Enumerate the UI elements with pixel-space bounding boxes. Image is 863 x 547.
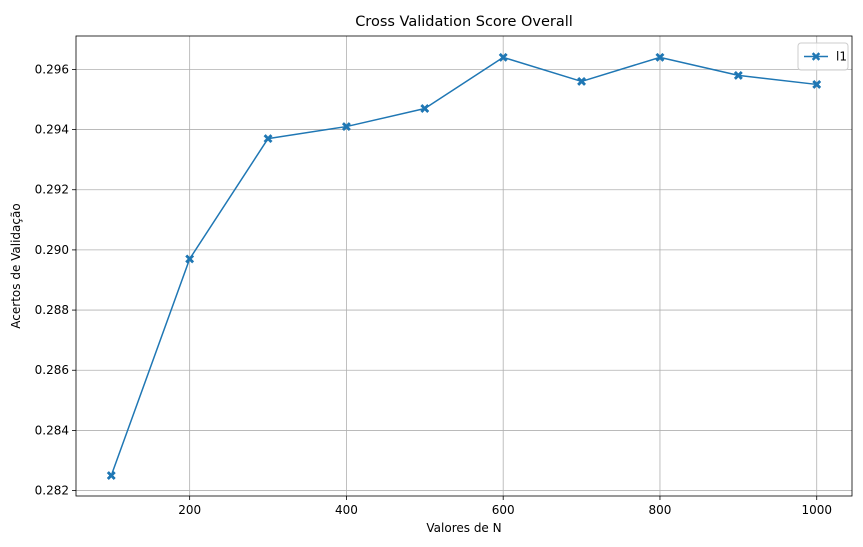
x-tick-label: 1000 xyxy=(801,503,832,517)
y-tick-label: 0.286 xyxy=(35,363,69,377)
data-point xyxy=(341,122,351,132)
x-tick-label: 800 xyxy=(649,503,672,517)
x-tick-label: 400 xyxy=(335,503,358,517)
y-tick-label: 0.288 xyxy=(35,303,69,317)
y-tick-label: 0.290 xyxy=(35,243,69,257)
axis-ticks: 200 400 600 800 1000 0.282 0.284 0.286 0.288 0.29… xyxy=(35,62,832,517)
data-point xyxy=(263,134,273,144)
series-layer xyxy=(106,52,822,481)
x-axis-label: Valores de N xyxy=(426,521,501,535)
y-axis-label: Acertos de Validação xyxy=(9,203,23,328)
grid xyxy=(76,36,852,496)
y-tick-label: 0.292 xyxy=(35,183,69,197)
data-point xyxy=(577,76,587,86)
legend-marker xyxy=(811,52,821,61)
y-tick-label: 0.296 xyxy=(35,62,69,76)
y-tick-label: 0.294 xyxy=(35,123,69,137)
x-tick-label: 600 xyxy=(492,503,515,517)
y-tick-label: 0.284 xyxy=(35,423,69,437)
data-point xyxy=(655,52,665,62)
series-line-l1 xyxy=(110,56,817,476)
legend-label: l1 xyxy=(836,50,847,64)
chart-title: Cross Validation Score Overall xyxy=(355,14,573,30)
data-point xyxy=(420,103,430,114)
x-tick-label: 200 xyxy=(178,503,201,517)
data-point xyxy=(498,52,508,62)
data-point xyxy=(812,79,822,89)
data-point xyxy=(733,70,743,80)
y-tick-label: 0.282 xyxy=(35,484,69,498)
data-point xyxy=(106,470,116,481)
data-point xyxy=(185,254,195,264)
plot-area-frame xyxy=(75,35,853,497)
legend: l1 xyxy=(797,42,849,71)
